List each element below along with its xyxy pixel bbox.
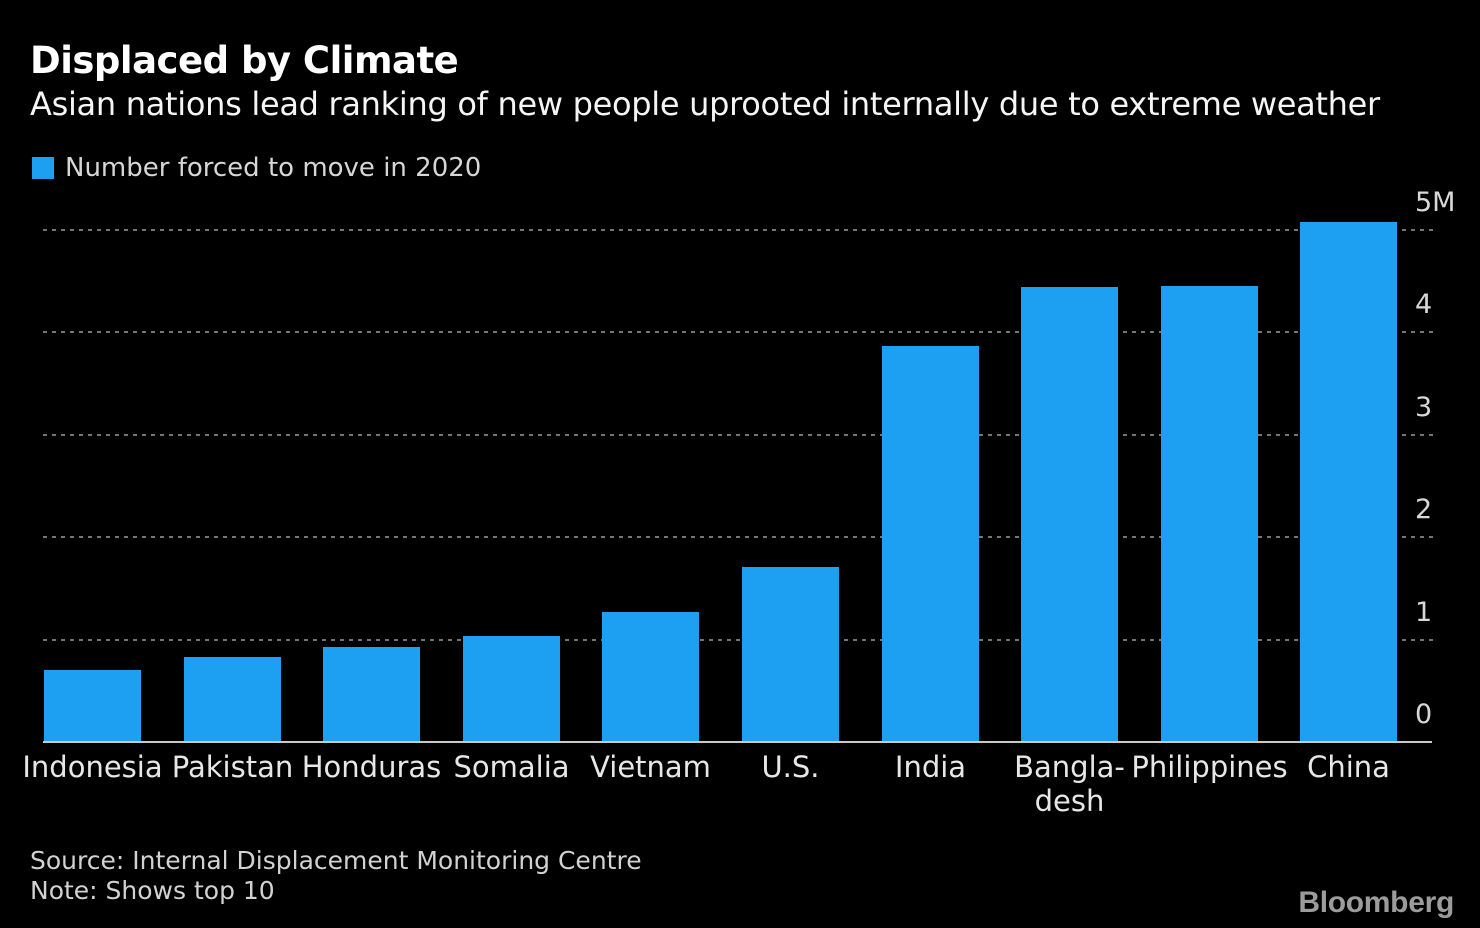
legend-label: Number forced to move in 2020 bbox=[65, 153, 482, 183]
bar-pakistan bbox=[184, 657, 281, 742]
legend: Number forced to move in 2020 bbox=[32, 155, 481, 181]
x-axis-tick-label-india: India bbox=[894, 750, 967, 784]
x-axis-tick-label-philippines: Philippines bbox=[1131, 750, 1288, 784]
x-axis-tick-label-vietnam: Vietnam bbox=[590, 750, 711, 784]
gridline-3 bbox=[43, 434, 1434, 436]
gridline-5m bbox=[43, 229, 1434, 231]
x-axis-tick-label-pakistan: Pakistan bbox=[171, 750, 294, 784]
x-axis-tick-label-u.s.: U.S. bbox=[761, 750, 820, 784]
x-axis-baseline bbox=[43, 741, 1432, 743]
x-axis-tick-label-somalia: Somalia bbox=[453, 750, 570, 784]
bar-philippines bbox=[1161, 286, 1258, 742]
gridline-4 bbox=[43, 331, 1434, 333]
bar-bangla-desh bbox=[1021, 287, 1118, 742]
bar-somalia bbox=[463, 636, 560, 742]
x-axis-tick-label-china: China bbox=[1307, 750, 1390, 784]
legend-swatch-icon bbox=[32, 157, 54, 179]
bar-china bbox=[1300, 222, 1397, 742]
x-axis-tick-label-honduras: Honduras bbox=[301, 750, 442, 784]
source-note-block: Source: Internal Displacement Monitoring… bbox=[30, 846, 642, 906]
y-axis-tick-label: 1 bbox=[1415, 597, 1433, 628]
y-axis-tick-label: 0 bbox=[1415, 699, 1433, 730]
y-axis-tick-label: 4 bbox=[1415, 289, 1433, 320]
bar-vietnam bbox=[602, 612, 699, 742]
y-axis-tick-label: 3 bbox=[1415, 392, 1433, 423]
x-axis-tick-label-indonesia: Indonesia bbox=[22, 750, 163, 784]
x-axis-tick-label-bangla-desh: Bangla- desh bbox=[1014, 750, 1125, 818]
bar-indonesia bbox=[44, 670, 141, 742]
note-line: Note: Shows top 10 bbox=[30, 876, 275, 905]
source-line: Source: Internal Displacement Monitoring… bbox=[30, 846, 642, 875]
chart-subtitle: Asian nations lead ranking of new people… bbox=[30, 85, 1380, 123]
bloomberg-logo: Bloomberg bbox=[1298, 886, 1454, 919]
bar-india bbox=[882, 346, 979, 742]
chart-title: Displaced by Climate bbox=[30, 39, 459, 82]
bar-honduras bbox=[323, 647, 420, 742]
gridline-1 bbox=[43, 639, 1434, 641]
bar-u.s. bbox=[742, 567, 839, 742]
gridline-2 bbox=[43, 536, 1434, 538]
y-axis-tick-label: 5M bbox=[1415, 187, 1456, 218]
y-axis-tick-label: 2 bbox=[1415, 494, 1433, 525]
